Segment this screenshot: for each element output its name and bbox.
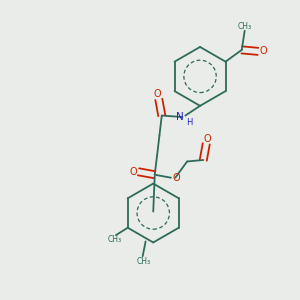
Text: O: O [260,46,267,56]
Text: O: O [129,167,137,177]
Text: N: N [176,112,184,122]
Text: CH₃: CH₃ [107,235,122,244]
Text: O: O [204,134,212,143]
Text: CH₃: CH₃ [238,22,252,31]
Text: CH₃: CH₃ [137,257,151,266]
Text: H: H [186,118,193,127]
Text: O: O [154,89,161,99]
Text: O: O [172,173,180,183]
